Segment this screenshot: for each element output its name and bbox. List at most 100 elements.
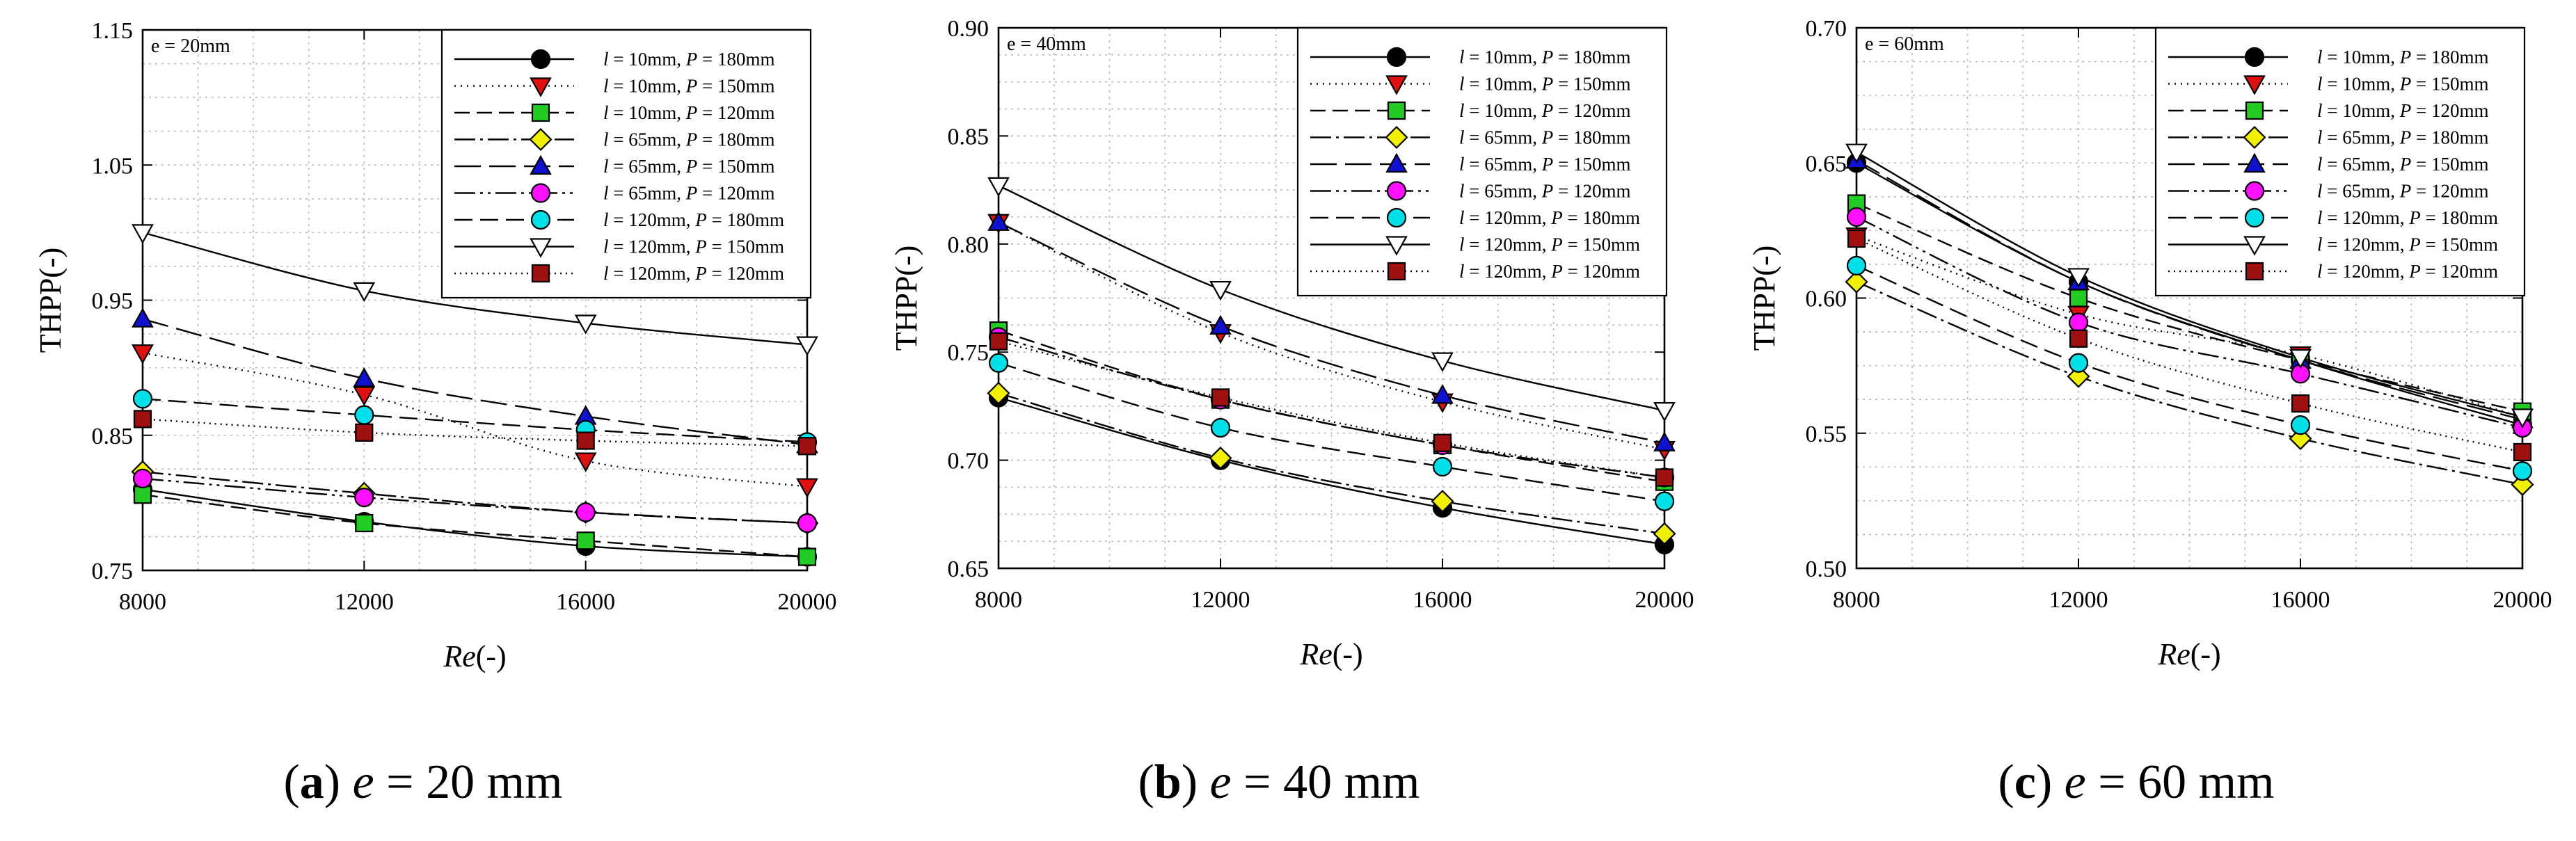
- y-tick-label: 0.80: [948, 232, 989, 258]
- caption-a: (a) e = 20 mm: [283, 755, 563, 809]
- chart-panel-2: 0.65 0.70 0.75 0.80 0.85 0.90 8000 12000 16000 20…: [889, 16, 1694, 671]
- legend-label: l = 120mm, P = 150mm: [2317, 234, 2498, 255]
- y-tick-label: 0.75: [948, 340, 989, 366]
- legend-box: [440, 29, 812, 299]
- data-point: [2513, 442, 2532, 462]
- legend-box: [2154, 26, 2526, 297]
- legend-label: l = 10mm, P = 180mm: [2317, 47, 2488, 67]
- legend-label: l = 65mm, P = 150mm: [603, 156, 774, 177]
- data-point: [353, 386, 376, 406]
- data-point: [1211, 388, 1230, 407]
- data-point: [354, 488, 374, 508]
- data-point: [2290, 415, 2311, 435]
- y-tick-label: 0.85: [948, 124, 989, 150]
- series-line: [142, 318, 808, 446]
- series-line: [142, 418, 808, 447]
- legend-marker: [2243, 125, 2266, 150]
- series-line: [1856, 159, 2523, 421]
- data-point: [1431, 384, 1454, 404]
- legend-marker: [2245, 101, 2264, 120]
- legend: l = 10mm, P = 180mm l = 10mm, P = 150mm l …: [1296, 26, 1668, 297]
- legend-marker: [1385, 236, 1408, 256]
- x-tick-label: 16000: [2271, 587, 2330, 613]
- y-tick-label: 0.65: [1806, 151, 1847, 177]
- data-point: [1846, 207, 1867, 227]
- y-tick-label: 1.15: [92, 18, 134, 44]
- legend-label: l = 10mm, P = 150mm: [603, 76, 774, 97]
- caption-c-text: = 60 mm: [2085, 755, 2275, 809]
- legend-label: l = 10mm, P = 180mm: [1459, 47, 1630, 67]
- series-line: [142, 494, 808, 558]
- data-point: [576, 431, 595, 450]
- legend-label: l = 120mm, P = 150mm: [603, 237, 784, 257]
- data-point: [1209, 280, 1232, 301]
- legend-marker: [530, 77, 552, 97]
- data-point: [1653, 522, 1676, 545]
- legend-label: l = 65mm, P = 180mm: [603, 129, 774, 150]
- caption-c: (c) e = 60 mm: [1998, 755, 2275, 809]
- legend-label: l = 65mm, P = 120mm: [1459, 181, 1630, 202]
- data-point: [575, 502, 596, 522]
- data-point: [2069, 329, 2088, 348]
- legend-label: l = 65mm, P = 120mm: [603, 183, 774, 204]
- legend-marker: [1385, 125, 1408, 150]
- x-tick-label: 8000: [1833, 587, 1880, 613]
- legend-marker: [1385, 75, 1408, 95]
- y-tick-label: 1.05: [92, 153, 134, 179]
- data-point: [133, 410, 152, 428]
- panel-title: e = 20mm: [151, 35, 230, 57]
- legend-marker: [531, 264, 550, 283]
- caption-a-text: = 20 mm: [374, 755, 563, 809]
- data-point: [797, 437, 817, 456]
- legend-marker: [1385, 152, 1408, 173]
- series-line: [142, 398, 808, 443]
- legend-marker: [1387, 101, 1406, 120]
- chart-panel-3: 0.50 0.55 0.60 0.65 0.70 8000 12000 16000 20000 T…: [1747, 16, 2552, 671]
- legend: l = 10mm, P = 180mm l = 10mm, P = 150mm l …: [2154, 26, 2526, 297]
- series-line: [998, 397, 1665, 545]
- data-point: [2512, 461, 2533, 481]
- series-line: [1856, 281, 2523, 486]
- data-point: [133, 486, 152, 504]
- x-axis-label: Re(-): [443, 639, 506, 673]
- x-tick-label: 20000: [2493, 587, 2552, 613]
- caption-c-letter: c: [2014, 755, 2036, 809]
- series-line: [1856, 151, 2523, 418]
- data-point: [1653, 402, 1676, 422]
- legend-marker: [2243, 236, 2266, 256]
- legend-marker: [2245, 262, 2264, 281]
- data-point: [797, 547, 817, 566]
- x-axis-label: Re(-): [2157, 637, 2220, 671]
- legend-label: l = 10mm, P = 180mm: [603, 49, 774, 70]
- caption-b-var: e: [1209, 755, 1232, 809]
- y-axis-label: THPP(-): [889, 246, 923, 351]
- legend-label: l = 65mm, P = 120mm: [2317, 181, 2488, 202]
- legend-label: l = 120mm, P = 180mm: [1459, 207, 1640, 228]
- legend-marker: [2243, 152, 2266, 173]
- data-point: [353, 367, 376, 387]
- data-point: [1845, 270, 1868, 294]
- x-tick-label: 12000: [1191, 587, 1250, 613]
- data-point: [1209, 446, 1232, 470]
- caption-b-text: = 40 mm: [1231, 755, 1420, 809]
- legend-label: l = 120mm, P = 180mm: [2317, 207, 2498, 228]
- x-tick-label: 12000: [2049, 587, 2108, 613]
- series-line: [998, 184, 1665, 412]
- legend-label: l = 10mm, P = 120mm: [1459, 100, 1630, 121]
- series-line: [1856, 264, 2523, 472]
- data-point: [2067, 268, 2090, 288]
- series-line: [998, 340, 1665, 479]
- data-point: [797, 513, 818, 534]
- x-tick-label: 8000: [975, 587, 1022, 613]
- data-point: [353, 282, 376, 303]
- data-point: [2511, 408, 2534, 428]
- x-tick-label: 16000: [1413, 587, 1472, 613]
- legend-marker: [530, 209, 551, 230]
- series-line: [142, 477, 808, 524]
- legend-label: l = 120mm, P = 150mm: [1459, 234, 1640, 255]
- data-point: [1431, 352, 1454, 372]
- caption-a-var: e: [352, 755, 374, 809]
- data-point: [1654, 491, 1675, 511]
